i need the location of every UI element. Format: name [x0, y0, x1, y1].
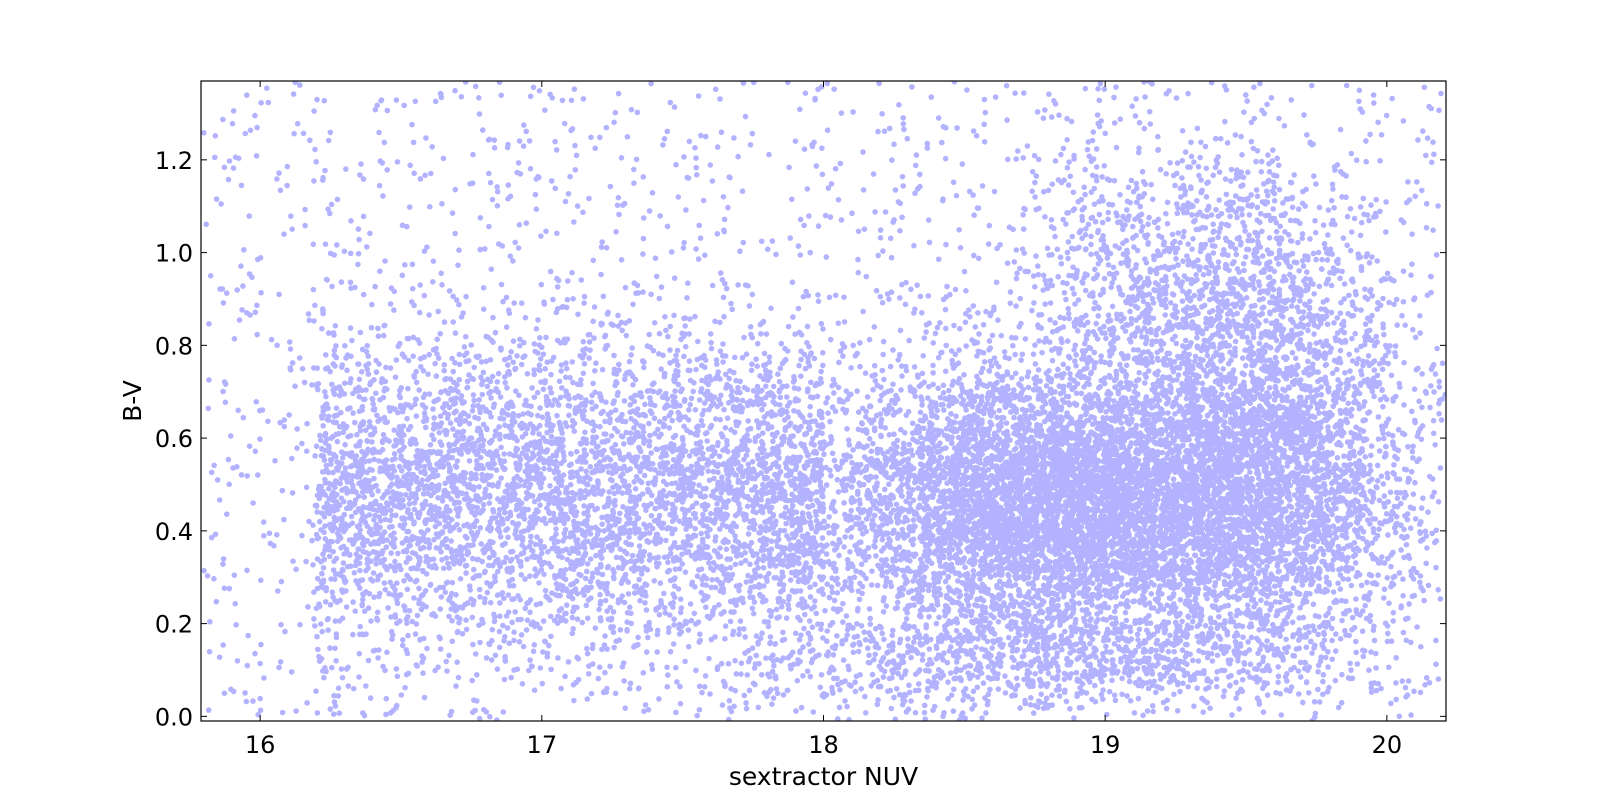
y-tick-label: 0.4 — [155, 518, 193, 546]
x-tick-label: 16 — [245, 731, 276, 759]
y-tick-label: 0.2 — [155, 611, 193, 639]
y-tick-label: 1.0 — [155, 240, 193, 268]
x-tick-label: 19 — [1090, 731, 1121, 759]
y-axis-label: B-V — [118, 380, 147, 422]
data-points — [201, 79, 1448, 724]
x-tick-label: 20 — [1372, 731, 1403, 759]
y-tick-label: 1.2 — [155, 147, 193, 175]
y-tick-label: 0.8 — [155, 332, 193, 360]
x-axis-label: sextractor NUV — [729, 762, 918, 791]
x-tick-label: 18 — [808, 731, 839, 759]
y-tick-label: 0.0 — [155, 703, 193, 731]
y-tick-label: 0.6 — [155, 425, 193, 453]
scatter-points — [201, 79, 1448, 724]
x-tick-label: 17 — [527, 731, 558, 759]
